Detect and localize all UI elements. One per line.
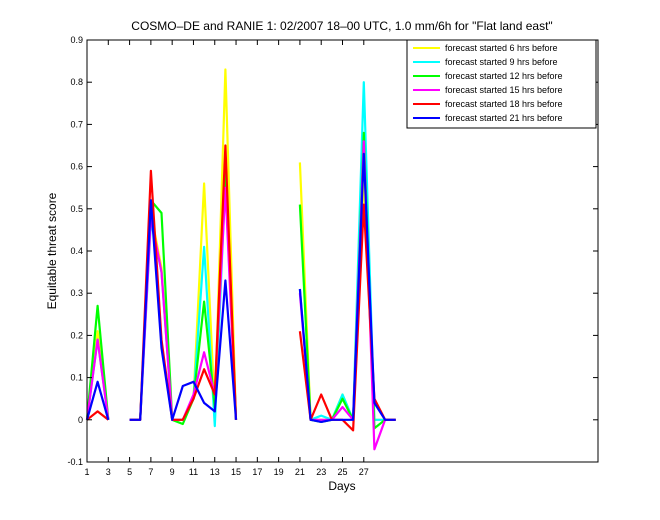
legend-entry: forecast started 12 hrs before	[445, 71, 563, 81]
x-tick-label: 17	[252, 467, 262, 477]
y-tick-label: 0	[78, 415, 83, 425]
y-tick-label: 0.8	[70, 77, 83, 87]
chart-title: COSMO–DE and RANIE 1: 02/2007 18–00 UTC,…	[131, 19, 552, 33]
x-tick-label: 1	[84, 467, 89, 477]
x-tick-label: 15	[231, 467, 241, 477]
legend-entry: forecast started 15 hrs before	[445, 85, 563, 95]
legend-entry: forecast started 21 hrs before	[445, 113, 563, 123]
y-tick-label: 0.5	[70, 204, 83, 214]
y-tick-label: 0.3	[70, 288, 83, 298]
y-axis-label: Equitable threat score	[45, 192, 59, 309]
y-tick-label: 0.9	[70, 35, 83, 45]
x-tick-label: 13	[210, 467, 220, 477]
y-axis-ticks: -0.1 0 0.1 0.2 0.3 0.4 0.5 0.6 0.7 0.8 0.9	[67, 35, 598, 467]
series-lines	[85, 68, 396, 451]
x-tick-label: 3	[106, 467, 111, 477]
y-tick-label: 0.1	[70, 373, 83, 383]
x-tick-label: 11	[189, 467, 198, 477]
legend-entry: forecast started 18 hrs before	[445, 99, 563, 109]
x-tick-label: 19	[274, 467, 284, 477]
x-tick-label: 5	[127, 467, 132, 477]
y-tick-label: 0.7	[70, 119, 83, 129]
y-tick-label: -0.1	[67, 457, 83, 467]
x-tick-label: 21	[295, 467, 305, 477]
x-tick-label: 23	[316, 467, 326, 477]
y-tick-label: 0.6	[70, 162, 83, 172]
x-tick-label: 7	[148, 467, 153, 477]
series-line-6	[85, 152, 396, 423]
legend: forecast started 6 hrs before forecast st…	[406, 39, 597, 129]
x-axis-ticks: 1 3 5 7 9 11 13 15 17 19 21 23 25 27	[84, 40, 369, 477]
y-tick-label: 0.2	[70, 330, 83, 340]
x-axis-label: Days	[328, 479, 355, 493]
legend-box	[406, 39, 597, 129]
legend-entry: forecast started 9 hrs before	[445, 57, 558, 67]
y-tick-label: 0.4	[70, 246, 83, 256]
legend-entry: forecast started 6 hrs before	[445, 43, 558, 53]
x-tick-label: 25	[337, 467, 347, 477]
x-tick-label: 9	[170, 467, 175, 477]
x-tick-label: 27	[359, 467, 369, 477]
